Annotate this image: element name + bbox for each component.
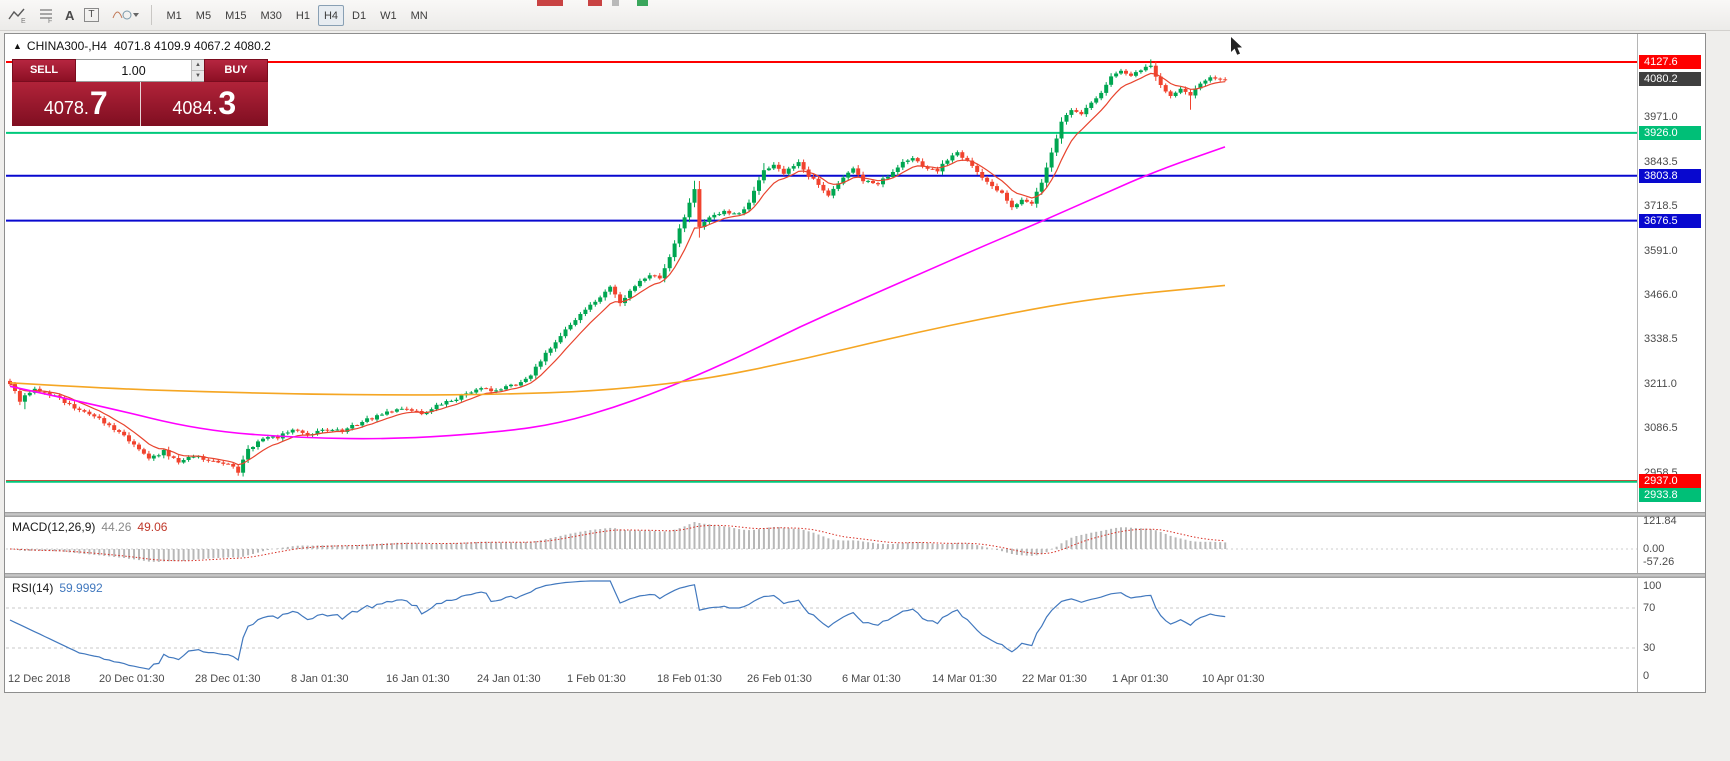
rsi-name: RSI(14)	[12, 581, 54, 595]
svg-text:F: F	[48, 18, 52, 24]
volume-field: ▲ ▼	[76, 59, 204, 82]
buy-button[interactable]: BUY	[204, 59, 268, 82]
sell-button[interactable]: SELL	[12, 59, 76, 82]
ohlc-values: 4071.8 4109.9 4067.2 4080.2	[113, 39, 271, 53]
svg-text:E: E	[21, 18, 26, 24]
timeframe-button-w1[interactable]: W1	[380, 9, 397, 22]
rsi-indicator-label: RSI(14) 59.9992	[12, 581, 103, 595]
fibonacci-tool-icon[interactable]: F	[34, 3, 58, 27]
volume-input[interactable]	[76, 60, 204, 81]
buy-price-main: 4084.	[172, 98, 218, 118]
macd-main-value: 44.26	[101, 520, 132, 534]
label-tool-icon[interactable]: T	[81, 3, 101, 27]
buy-price-big-digit: 3	[218, 85, 237, 121]
volume-spinner: ▲ ▼	[191, 60, 204, 81]
timeframe-button-m5[interactable]: M5	[195, 9, 212, 22]
panel-divider[interactable]	[5, 512, 1705, 517]
sell-price-display[interactable]: 4078. 7	[12, 82, 141, 126]
macd-name: MACD(12,26,9)	[12, 520, 96, 534]
timeframe-button-d1[interactable]: D1	[352, 9, 367, 22]
macd-indicator-label: MACD(12,26,9) 44.26 49.06	[12, 520, 167, 534]
chart-ohlc-title: ▲ CHINA300-,H4 4071.8 4109.9 4067.2 4080.2	[13, 39, 271, 53]
one-click-trading-panel: SELL ▲ ▼ BUY 4078.7 4084.3	[12, 59, 268, 126]
shapes-dropdown-icon[interactable]	[106, 3, 142, 27]
timeframe-button-mn[interactable]: MN	[410, 9, 428, 22]
timeframe-button-h4[interactable]: H4	[317, 4, 344, 26]
macd-signal-value: 49.06	[137, 520, 168, 534]
timeframe-button-h1[interactable]: H1	[295, 9, 310, 22]
cropped-icon-artifact	[637, 0, 648, 6]
volume-increase-button[interactable]: ▲	[191, 60, 204, 71]
cropped-icon-artifact	[612, 0, 619, 6]
chart-window	[4, 33, 1706, 693]
panel-toggle-arrow[interactable]: ▲	[13, 41, 22, 51]
timeframe-button-m15[interactable]: M15	[225, 9, 247, 22]
rsi-value: 59.9992	[59, 581, 103, 595]
cropped-icon-artifact	[537, 0, 557, 6]
sell-price-main: 4078.	[43, 98, 89, 118]
panel-divider[interactable]	[5, 573, 1705, 578]
trendline-tool-icon[interactable]: E	[4, 3, 30, 27]
cropped-icon-artifact	[588, 0, 602, 6]
toolbar: E F A T M1 M5 M15 M30 H1 H4 D1 W1 MN	[0, 0, 1730, 31]
sell-price-big-digit: 7	[89, 85, 108, 121]
cropped-icon-artifact	[556, 0, 563, 6]
buy-price-display[interactable]: 4084. 3	[140, 82, 268, 126]
timeframe-buttons: M1 M5 M15 M30 H1 H4 D1 W1 MN	[161, 4, 434, 26]
symbol-timeframe: CHINA300-,H4	[26, 39, 107, 53]
volume-decrease-button[interactable]: ▼	[191, 71, 204, 81]
timeframe-button-m1[interactable]: M1	[166, 9, 182, 22]
toolbar-separator	[150, 5, 152, 25]
text-tool-icon[interactable]: A	[65, 7, 75, 23]
timeframe-button-m30[interactable]: M30	[260, 9, 282, 22]
